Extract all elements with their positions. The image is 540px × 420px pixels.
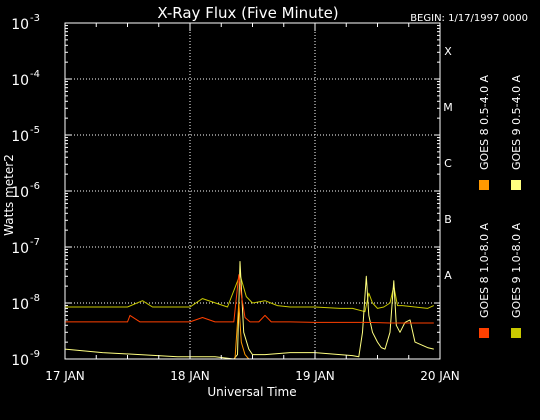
legend-label: GOES 9 0.5-4.0 A (510, 74, 523, 170)
y-tick-label: 10-5 (11, 125, 40, 145)
chart-title: X-Ray Flux (Five Minute) (157, 4, 338, 22)
legend-label: GOES 8 0.5-4.0 A (478, 74, 491, 170)
flare-class-label: X (444, 45, 452, 58)
y-tick-label: 10-4 (11, 69, 40, 89)
legend-swatch (511, 180, 521, 190)
legend-swatch (479, 180, 489, 190)
x-tick-label: 17 JAN (45, 369, 85, 383)
y-tick-label: 10-9 (11, 349, 40, 369)
x-axis-label: Universal Time (207, 385, 296, 399)
y-tick-label: 10-3 (11, 13, 40, 33)
axis-layer: 10-9 10-8 10-7 10-6 10-5 10-4 10-3 17 JAN 18 JAN… (11, 13, 460, 383)
flare-class-label: M (443, 101, 453, 114)
x-tick-label: 18 JAN (170, 369, 210, 383)
x-tick-label: 20 JAN (420, 369, 460, 383)
grid-layer (65, 23, 440, 359)
flare-class-label: B (444, 213, 452, 226)
x-tick-label: 19 JAN (295, 369, 335, 383)
series-line-goes-9-1-0-8-0-a (65, 274, 435, 313)
y-tick-label: 10-7 (11, 237, 40, 257)
legend-swatch (479, 328, 489, 338)
flare-class-label: A (444, 269, 452, 282)
legend-swatch (511, 328, 521, 338)
y-tick-label: 10-6 (11, 181, 40, 201)
begin-date-label: BEGIN: 1/17/1997 0000 (410, 13, 528, 24)
y-axis-label: Watts meter2 (2, 154, 16, 236)
series-line-goes-8-1-0-8-0-a (65, 274, 434, 324)
y-tick-label: 10-8 (11, 293, 40, 313)
series-line-goes-8-0-5-4-0-a (234, 302, 250, 360)
legend-label: GOES 8 1.0-8.0 A (478, 222, 491, 318)
legend: GOES 9 1.0-8.0 A GOES 9 0.5-4.0 A GOES 8 1… (478, 74, 523, 338)
flare-class-label: C (444, 157, 452, 170)
legend-label: GOES 9 1.0-8.0 A (510, 222, 523, 318)
data-layer (64, 261, 435, 360)
